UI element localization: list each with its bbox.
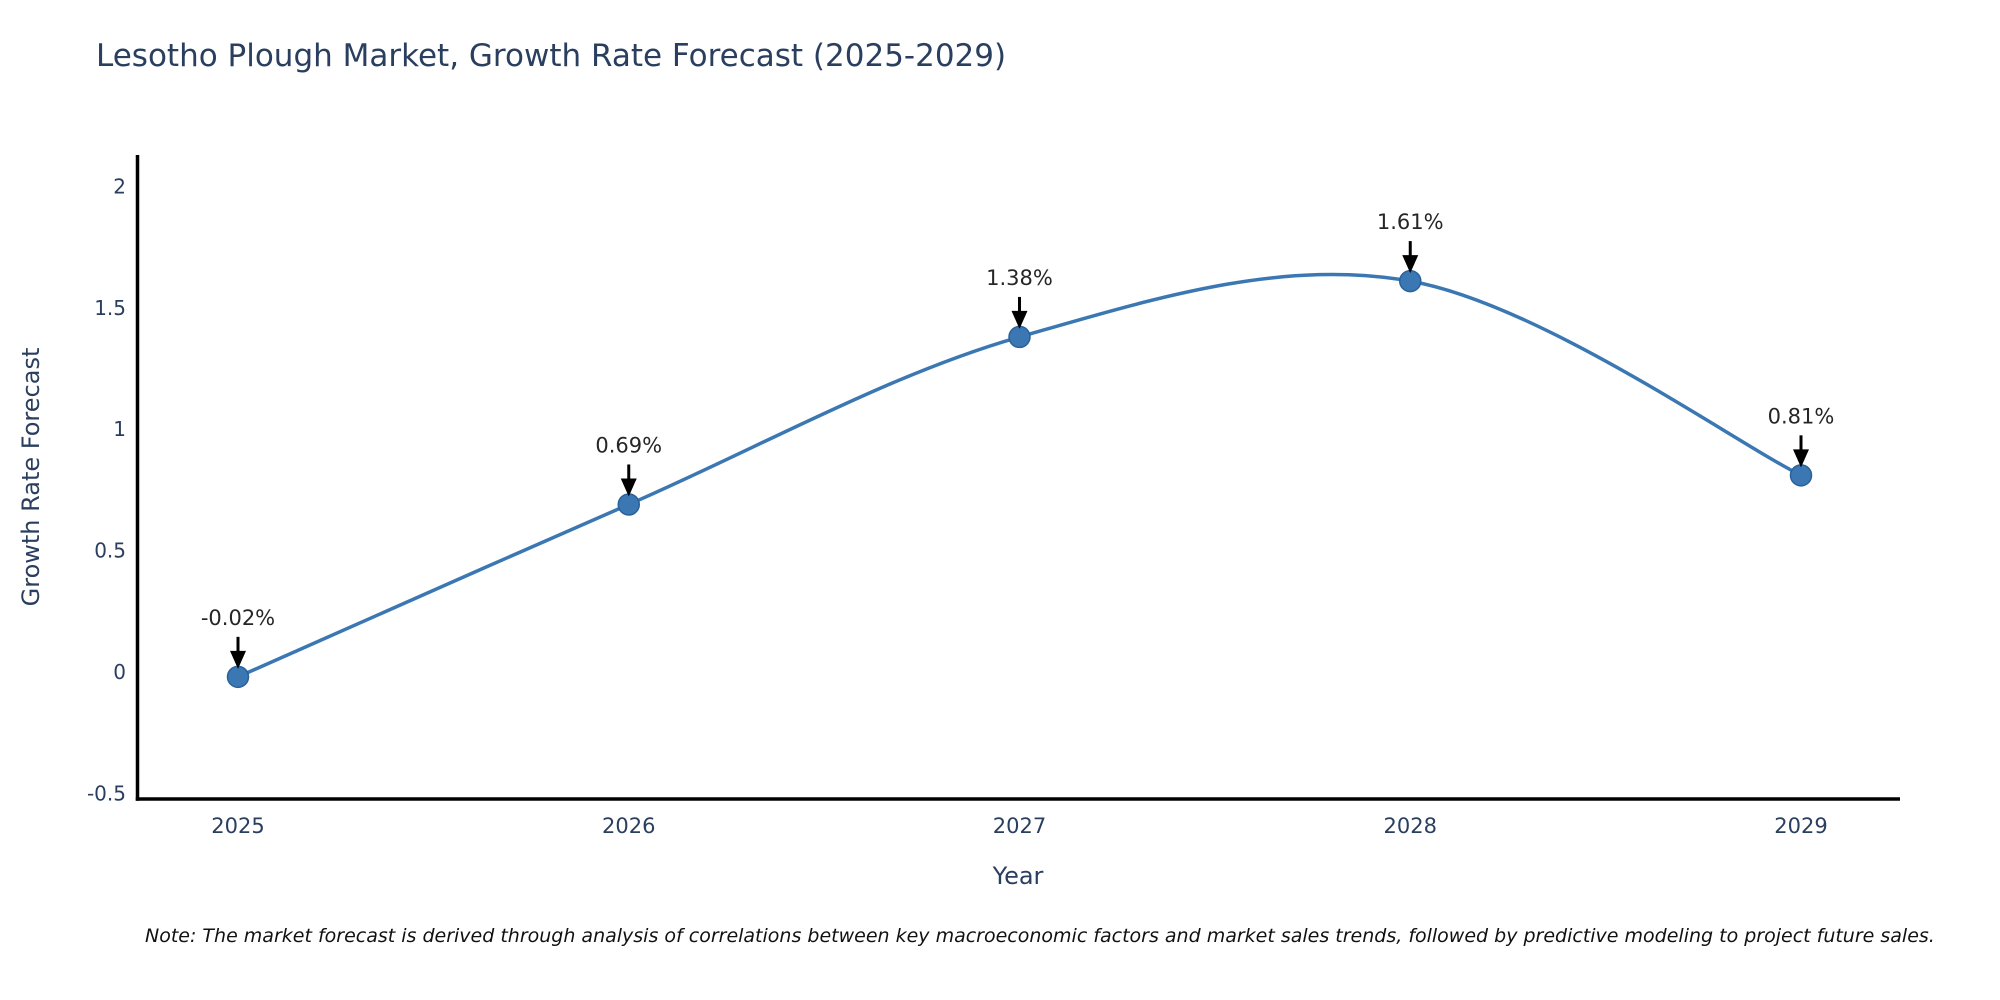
annotation-arrowhead-icon bbox=[1011, 310, 1028, 329]
y-tick-label: 2 bbox=[113, 174, 126, 198]
y-tick-label: 0 bbox=[113, 660, 126, 684]
x-tick-label: 2026 bbox=[602, 814, 655, 838]
annotation-arrowhead-icon bbox=[1793, 449, 1809, 468]
data-point-marker bbox=[1399, 269, 1422, 293]
x-tick-label: 2027 bbox=[993, 814, 1046, 838]
point-annotation-label: 0.81% bbox=[1768, 404, 1835, 428]
y-tick-label: 0.5 bbox=[94, 539, 126, 563]
data-point-marker bbox=[617, 493, 640, 516]
x-tick-label: 2028 bbox=[1384, 814, 1437, 838]
point-annotation-label: 0.69% bbox=[595, 433, 662, 457]
point-annotation-label: 1.38% bbox=[986, 266, 1053, 290]
annotation-arrowhead-icon bbox=[620, 478, 637, 497]
data-point-marker bbox=[1008, 325, 1031, 349]
footnote: Note: The market forecast is derived thr… bbox=[145, 925, 1935, 947]
x-axis-title: Year bbox=[992, 862, 1044, 890]
y-tick-label: 1.5 bbox=[94, 296, 126, 320]
annotation-arrowhead-icon bbox=[1402, 255, 1419, 274]
point-annotation-label: 1.61% bbox=[1377, 210, 1444, 234]
data-point-marker bbox=[1789, 464, 1813, 487]
y-tick-label: -0.5 bbox=[87, 781, 126, 805]
y-tick-label: 1 bbox=[113, 417, 126, 441]
annotation-arrowhead-icon bbox=[230, 650, 246, 669]
chart-title: Lesotho Plough Market, Growth Rate Forec… bbox=[96, 38, 1007, 74]
point-annotation-label: -0.02% bbox=[201, 606, 275, 630]
x-tick-label: 2029 bbox=[1774, 814, 1827, 838]
x-tick-label: 2025 bbox=[211, 814, 264, 838]
data-point-marker bbox=[226, 665, 250, 689]
